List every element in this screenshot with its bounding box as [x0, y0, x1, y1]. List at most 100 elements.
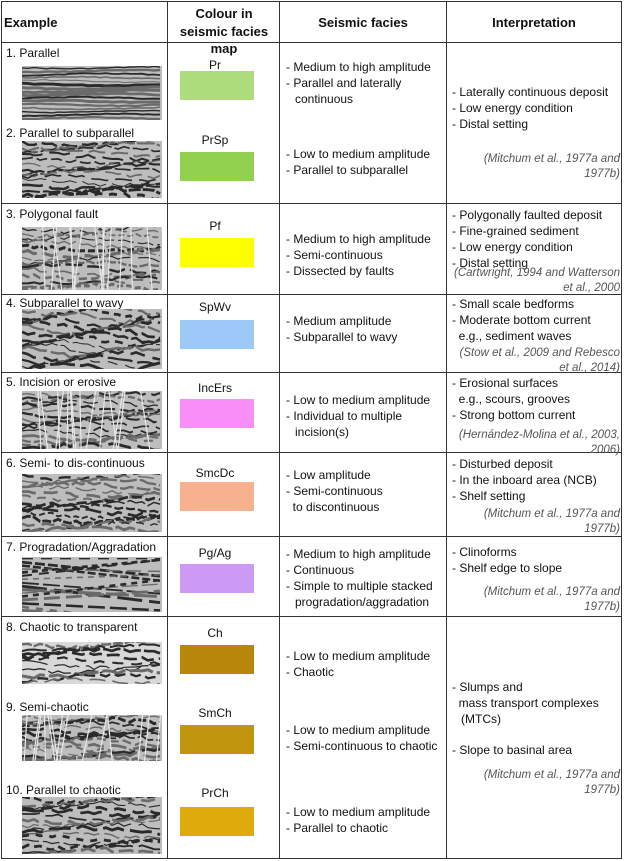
facies-item: - Subparallel to wavy [286, 329, 398, 344]
example-title: 4. Subparallel to wavy [6, 296, 124, 310]
facies-code: SpWv [198, 300, 231, 314]
citation: (Mitchum et al., 1977a and 1977b) [483, 586, 620, 613]
interpretation-item: - Shelf edge to slope [452, 560, 563, 575]
interpretation-item: - Polygonally faulted deposit [452, 208, 603, 222]
facies-item: - Parallel to chaotic [286, 820, 389, 835]
interpretation-item: - Low energy condition [452, 239, 573, 254]
facies-item: - Semi-continuous [286, 247, 383, 262]
row-divider [1, 452, 622, 453]
facies-item: - Low to medium amplitude [286, 147, 431, 161]
seismic-example-image [22, 309, 184, 369]
seismic-example-image [22, 642, 184, 684]
seismic-example-image [22, 557, 184, 612]
interpretation-item: - Shelf setting [452, 488, 526, 503]
example-title: 9. Semi-chaotic [6, 700, 89, 714]
example-title: 6. Semi- to dis-continuous [6, 456, 145, 470]
interpretation-item: - Small scale bedforms [452, 297, 575, 311]
citation: (Mitchum et al., 1977a and 1977b) [483, 153, 620, 180]
citation: (Mitchum et al., 1977a and 1977b) [483, 769, 620, 796]
facies-item: - Dissected by faults [286, 263, 395, 278]
interpretation-item: - Slope to basinal area [452, 742, 573, 757]
seismic-facies-description: - Low to medium amplitude - Individual to… [286, 393, 446, 441]
row-divider [1, 42, 622, 43]
colour-swatch [180, 71, 254, 100]
interpretation-item: - Low energy condition [452, 100, 573, 115]
facies-item: - Medium to high amplitude [286, 232, 431, 246]
example-title: 7. Progradation/Aggradation [6, 540, 157, 554]
example-title: 5. Incision or erosive [6, 375, 117, 389]
interpretation-item: - Strong bottom current [452, 407, 576, 422]
col-divider [279, 1, 280, 859]
colour-swatch [180, 645, 254, 674]
interpretation: - Clinoforms - Shelf edge to slope [452, 545, 620, 577]
interpretation-item: e.g., sediment waves [452, 328, 572, 343]
row-divider [1, 203, 622, 204]
facies-item: - Parallel to subparallel [286, 162, 409, 177]
citation: (Mitchum et al., 1977a and 1977b) [483, 508, 620, 535]
col-divider [167, 1, 168, 859]
interpretation-item: e.g., scours, grooves [452, 391, 571, 406]
colour-swatch [180, 807, 254, 836]
facies-item: - Medium to high amplitude [286, 547, 431, 561]
seismic-example-image [22, 715, 184, 761]
colour-swatch [180, 238, 254, 267]
citation: (Stow et al., 2009 and Rebesco et al., 2… [459, 347, 620, 374]
facies-item: - Low to medium amplitude [286, 805, 431, 819]
header-facies: Seismic facies [318, 15, 408, 30]
row-divider [1, 536, 622, 537]
facies-code: Ch [207, 626, 223, 640]
seismic-facies-description: - Medium amplitude - Subparallel to wavy [286, 314, 446, 346]
interpretation-item: - Erosional surfaces [452, 376, 559, 390]
interpretation: - Erosional surfaces e.g., scours, groov… [452, 376, 620, 424]
colour-swatch [180, 725, 254, 754]
seismic-example-image [22, 141, 184, 198]
seismic-example-image [22, 227, 184, 290]
facies-item: - Simple to multiple stacked progradatio… [286, 578, 437, 609]
facies-item: - Continuous [286, 562, 355, 577]
seismic-facies-description: - Low to medium amplitude - Parallel to c… [286, 805, 446, 837]
seismic-facies-description: - Low to medium amplitude - Chaotic [286, 649, 446, 681]
facies-code: PrCh [201, 786, 229, 800]
facies-code: IncErs [197, 381, 232, 395]
facies-item: - Medium to high amplitude [286, 60, 431, 74]
facies-item: - Semi-continuous to chaotic [286, 738, 438, 753]
colour-swatch [180, 482, 254, 511]
citation: (Hernández-Molina et al., 2003, 2006) [458, 429, 620, 456]
interpretation-item: - Slumps and [452, 680, 523, 694]
colour-swatch [180, 399, 254, 428]
colour-swatch [180, 152, 254, 181]
interpretation: - Polygonally faulted deposit - Fine-grai… [452, 208, 620, 272]
interpretation-item [452, 728, 620, 743]
col-divider [446, 1, 447, 859]
interpretation-item: - Distal setting [452, 255, 529, 270]
facies-item: - Low to medium amplitude [286, 723, 431, 737]
seismic-facies-description: - Low to medium amplitude - Semi-continuo… [286, 723, 446, 755]
interpretation-item: - Laterally continuous deposit [452, 85, 609, 99]
example-title: 1. Parallel [6, 46, 60, 60]
interpretation-item: - In the inboard area (NCB) [452, 472, 597, 487]
interpretation-item: - Fine-grained sediment [452, 223, 579, 238]
seismic-facies-description: - Medium to high amplitude - Continuous - … [286, 547, 446, 611]
citation: (Cartwright, 1994 and Watterson et al., … [454, 267, 620, 294]
row-divider [1, 616, 622, 617]
example-title: 2. Parallel to subparallel [6, 126, 135, 140]
interpretation-item: - Disturbed deposit [452, 457, 553, 471]
seismic-example-image [22, 66, 184, 120]
interpretation: - Slumps and mass transport complexes (M… [452, 680, 620, 759]
facies-code: SmcDc [195, 466, 235, 480]
interpretation: - Small scale bedforms - Moderate bottom … [452, 297, 620, 345]
colour-swatch [180, 320, 254, 349]
facies-item: - Medium amplitude [286, 314, 392, 328]
interpretation-item: - Clinoforms [452, 545, 517, 559]
seismic-facies-description: - Low to medium amplitude - Parallel to s… [286, 147, 446, 179]
seismic-facies-description: - Medium to high amplitude - Parallel and… [286, 60, 446, 108]
facies-item: - Low amplitude [286, 468, 371, 482]
header-interpretation: Interpretation [492, 15, 576, 30]
seismic-example-image [22, 474, 184, 532]
interpretation: - Laterally continuous deposit - Low ener… [452, 85, 620, 133]
facies-item: - Parallel and laterally continuous [286, 75, 405, 106]
header-colour: Colour in seismic facies map [179, 6, 269, 57]
row-divider [1, 294, 622, 295]
interpretation-item: - Distal setting [452, 116, 529, 131]
colour-swatch [180, 564, 254, 593]
